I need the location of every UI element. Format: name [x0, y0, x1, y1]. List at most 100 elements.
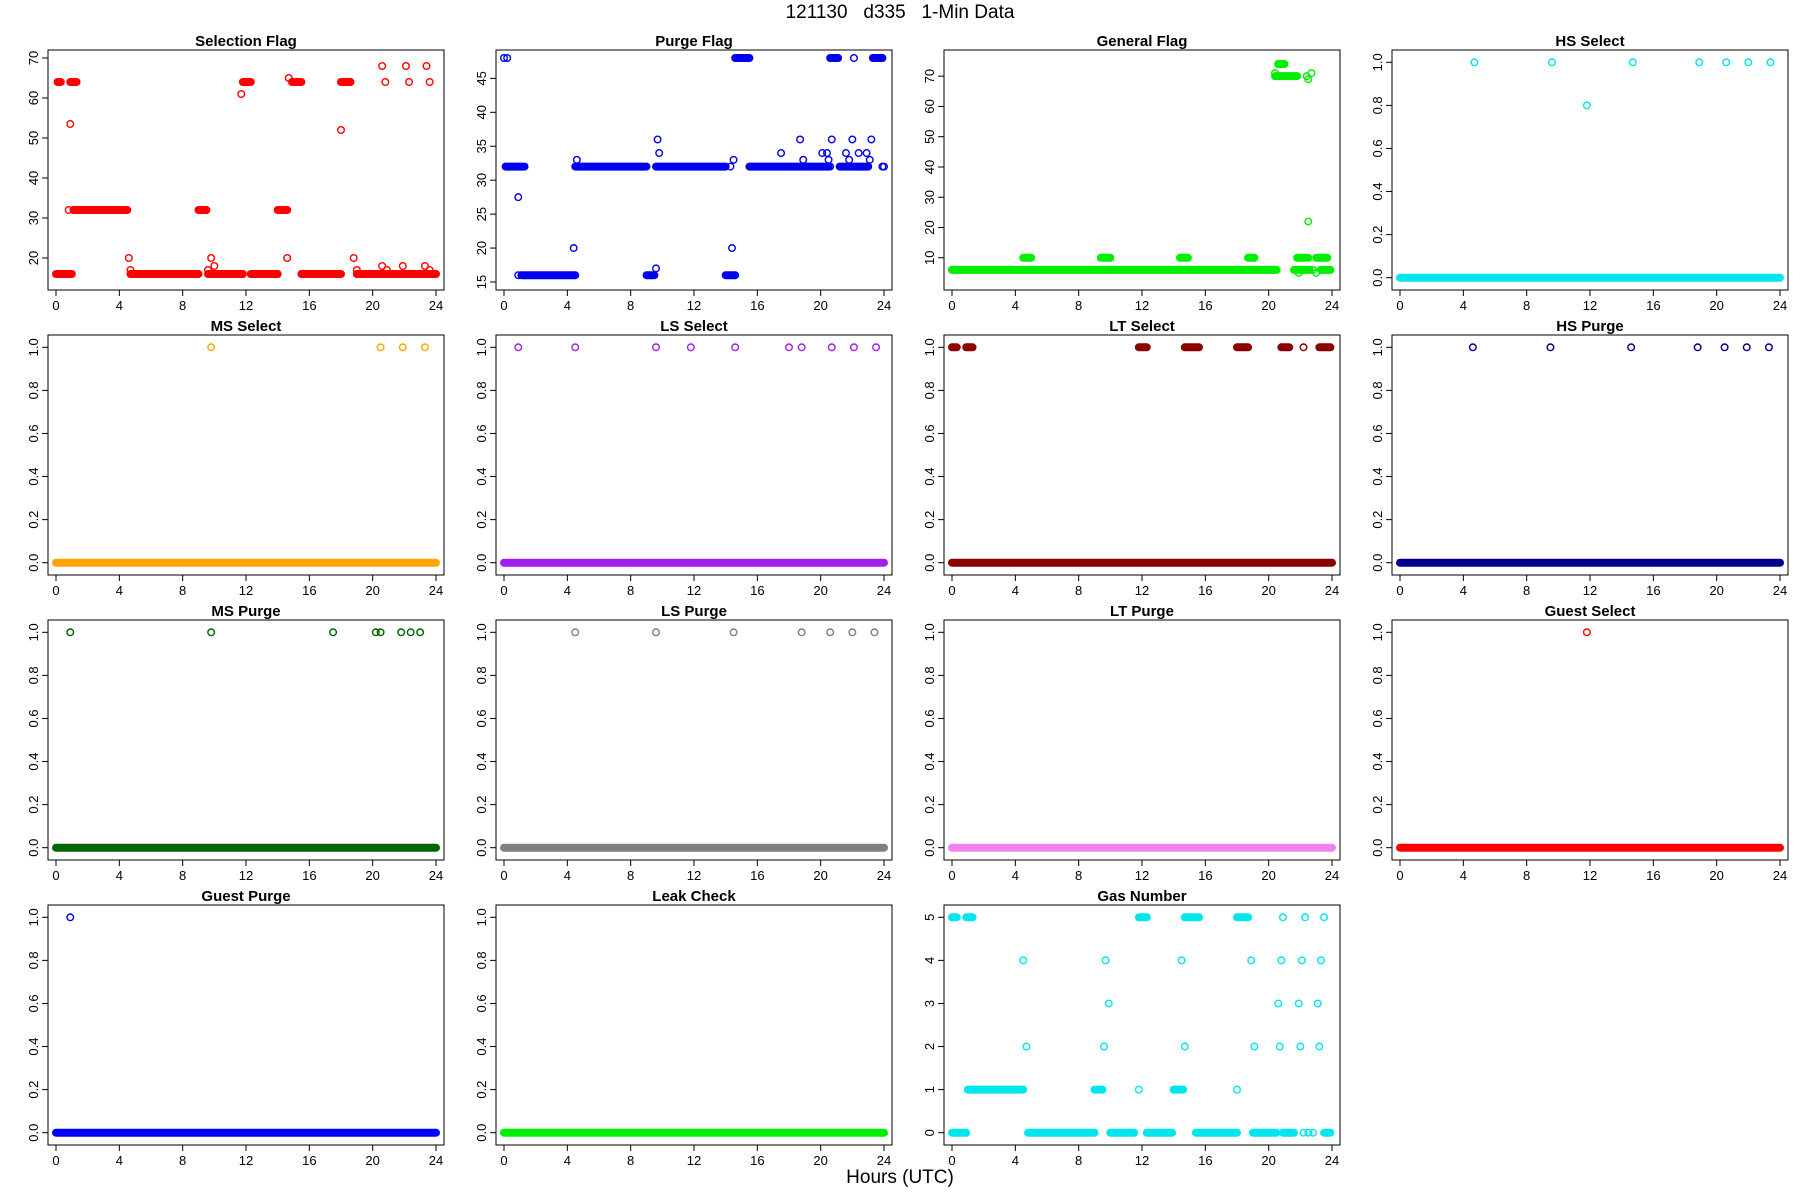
data-point [845, 155, 854, 164]
data-run [52, 843, 441, 852]
data-point [1307, 69, 1316, 78]
y-tick-label: 0.2 [1370, 226, 1385, 244]
chart-svg: Leak Check 0 4 8 12 16 20 24 0.0 0.2 0.4 0.6 0.8 1.0 [474, 888, 893, 1168]
panel-ls-select: LS Select 0 4 8 12 16 20 24 0.0 0.2 0.4 0.6 0.8 1.0 [458, 313, 898, 609]
y-tick-label: 35 [474, 139, 489, 153]
x-tick-label: 4 [1460, 868, 1467, 883]
data-run [571, 162, 651, 171]
y-tick-label: 1.0 [922, 623, 937, 641]
data-run [1233, 343, 1253, 352]
data-run [1096, 253, 1115, 262]
y-tick-label: 4 [922, 957, 937, 964]
x-tick-label: 0 [500, 298, 507, 313]
y-tick-label: 60 [26, 91, 41, 105]
panel-lt-select: LT Select 0 4 8 12 16 20 24 0.0 0.2 0.4 0.6 0.8 1.0 [906, 313, 1346, 609]
y-tick-label: 0.4 [474, 1037, 489, 1055]
x-tick-label: 24 [1325, 583, 1339, 598]
data-point [1722, 58, 1731, 67]
data-point [729, 628, 738, 637]
data-series [1396, 343, 1785, 567]
data-run [1233, 913, 1253, 922]
x-tick-label: 24 [429, 298, 443, 313]
x-tick-label: 0 [500, 1153, 507, 1168]
x-tick-label: 24 [429, 868, 443, 883]
plot-frame [495, 619, 893, 861]
y-tick-label: 1.0 [1370, 53, 1385, 71]
x-tick-label: 8 [1075, 583, 1082, 598]
data-point [1315, 1042, 1324, 1051]
chart-svg: HS Purge 0 4 8 12 16 20 24 0.0 0.2 0.4 0.6 0.8 1.0 [1370, 318, 1789, 598]
x-tick-label: 12 [687, 1153, 701, 1168]
data-run [126, 269, 203, 278]
data-point [207, 628, 216, 637]
y-tick-label: 0.0 [1370, 839, 1385, 857]
x-tick-label: 8 [179, 298, 186, 313]
panel-title: Leak Check [652, 888, 736, 905]
y-tick-label: 1 [922, 1086, 937, 1093]
x-tick-label: 16 [302, 868, 316, 883]
data-run [1396, 558, 1785, 567]
data-point [398, 343, 407, 352]
data-point [329, 628, 338, 637]
x-tick-label: 4 [564, 1153, 571, 1168]
data-point [287, 78, 296, 87]
data-series [52, 62, 440, 278]
chart-svg: General Flag 0 4 8 12 16 20 24 10 20 30 40 50 60 70 [922, 33, 1341, 313]
data-point [416, 628, 425, 637]
data-point [653, 135, 662, 144]
x-tick-label: 4 [1012, 583, 1019, 598]
y-tick-label: 0.4 [1370, 752, 1385, 770]
x-tick-label: 4 [564, 583, 571, 598]
data-run [948, 343, 961, 352]
x-tick-label: 16 [750, 583, 764, 598]
panel-ms-select: MS Select 0 4 8 12 16 20 24 0.0 0.2 0.4 0.6 0.8 1.0 [10, 313, 450, 609]
x-tick-label: 16 [302, 298, 316, 313]
data-series [500, 343, 889, 567]
x-tick-label: 20 [1261, 583, 1275, 598]
data-run [948, 558, 1337, 567]
data-point [823, 149, 832, 158]
x-tick-label: 8 [1075, 298, 1082, 313]
data-point [422, 62, 431, 71]
data-run [66, 78, 81, 87]
x-tick-label: 16 [302, 583, 316, 598]
y-tick-label: 70 [922, 69, 937, 83]
y-tick-label: 30 [922, 190, 937, 204]
x-tick-label: 8 [179, 1153, 186, 1168]
data-run [1315, 343, 1335, 352]
x-tick-label: 8 [1523, 298, 1530, 313]
y-tick-label: 0.8 [922, 666, 937, 684]
data-point [420, 343, 429, 352]
y-tick-label: 0.0 [1370, 269, 1385, 287]
data-point [826, 162, 835, 171]
x-tick-label: 16 [1646, 298, 1660, 313]
x-tick-label: 16 [1646, 868, 1660, 883]
panel-purge-flag: Purge Flag 0 4 8 12 16 20 24 15 20 25 30 35 40 45 [458, 28, 898, 324]
data-run [721, 271, 740, 280]
x-tick-label: 8 [179, 868, 186, 883]
x-tick-label: 20 [365, 583, 379, 598]
data-run [1176, 253, 1192, 262]
x-tick-label: 24 [877, 868, 891, 883]
x-tick-label: 20 [1709, 868, 1723, 883]
y-tick-label: 0.2 [922, 511, 937, 529]
data-point [1250, 1042, 1259, 1051]
x-tick-label: 12 [687, 583, 701, 598]
y-tick-label: 0.8 [26, 381, 41, 399]
plot-frame [1391, 49, 1789, 291]
x-tick-label: 20 [1709, 583, 1723, 598]
data-point [397, 628, 406, 637]
x-tick-label: 24 [877, 298, 891, 313]
y-tick-label: 0.4 [26, 752, 41, 770]
y-tick-label: 0.4 [922, 752, 937, 770]
data-point [1320, 913, 1329, 922]
data-point [880, 162, 889, 171]
plot-frame [47, 904, 445, 1146]
data-point [1304, 217, 1313, 226]
data-point [1582, 101, 1591, 110]
data-point [651, 343, 660, 352]
y-tick-label: 0.8 [474, 951, 489, 969]
data-series [948, 60, 1335, 277]
x-tick-label: 0 [52, 868, 59, 883]
